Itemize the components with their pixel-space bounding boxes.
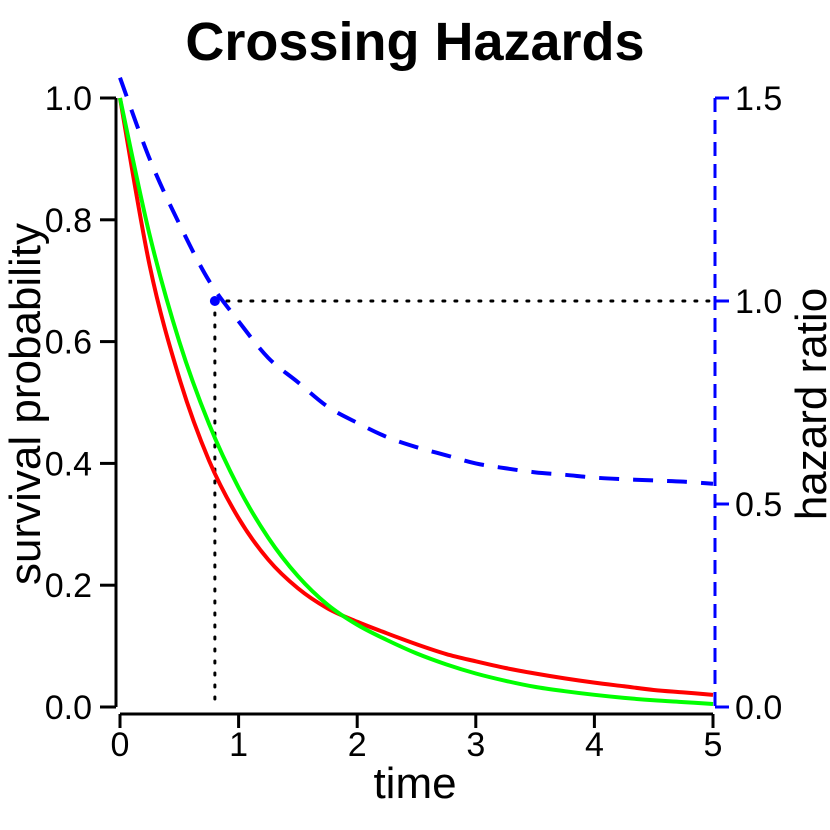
y2-tick-label-0.0: 0.0 bbox=[735, 689, 782, 727]
y2-tick-label-1.0: 1.0 bbox=[735, 283, 782, 321]
blue-hazard-ratio-curve bbox=[118, 77, 714, 486]
reference-point bbox=[209, 296, 220, 306]
y-axis-title: survival probability bbox=[1, 223, 50, 585]
x-tick-label-3: 3 bbox=[466, 726, 485, 764]
chart-title: Crossing Hazards bbox=[185, 12, 644, 72]
red-survival-curve bbox=[118, 97, 714, 697]
x-axis-title: time bbox=[373, 759, 456, 808]
x-tick-label-2: 2 bbox=[348, 726, 367, 764]
y-tick-label-0.4: 0.4 bbox=[45, 445, 92, 483]
y-tick-label-1.0: 1.0 bbox=[45, 80, 92, 118]
y-tick-label-0.2: 0.2 bbox=[45, 567, 92, 605]
x-tick-label-4: 4 bbox=[585, 726, 604, 764]
x-tick-label-5: 5 bbox=[704, 726, 723, 764]
x-tick-label-0: 0 bbox=[111, 726, 130, 764]
y2-tick-label-1.5: 1.5 bbox=[735, 80, 782, 118]
y-tick-label-0.6: 0.6 bbox=[45, 324, 92, 362]
y-tick-label-0.8: 0.8 bbox=[45, 202, 92, 240]
y2-tick-label-0.5: 0.5 bbox=[735, 486, 782, 524]
x-tick-label-1: 1 bbox=[229, 726, 248, 764]
plot-area bbox=[118, 77, 715, 709]
green-survival-curve bbox=[118, 97, 714, 706]
y2-axis-title: hazard ratio bbox=[787, 288, 830, 520]
axes: 0.0 0.2 0.4 0.6 0.8 1.0 0 1 2 3 4 5 0.0 0.5 1.0 1.5 bbox=[45, 80, 783, 764]
y-tick-label-0.0: 0.0 bbox=[45, 689, 92, 727]
